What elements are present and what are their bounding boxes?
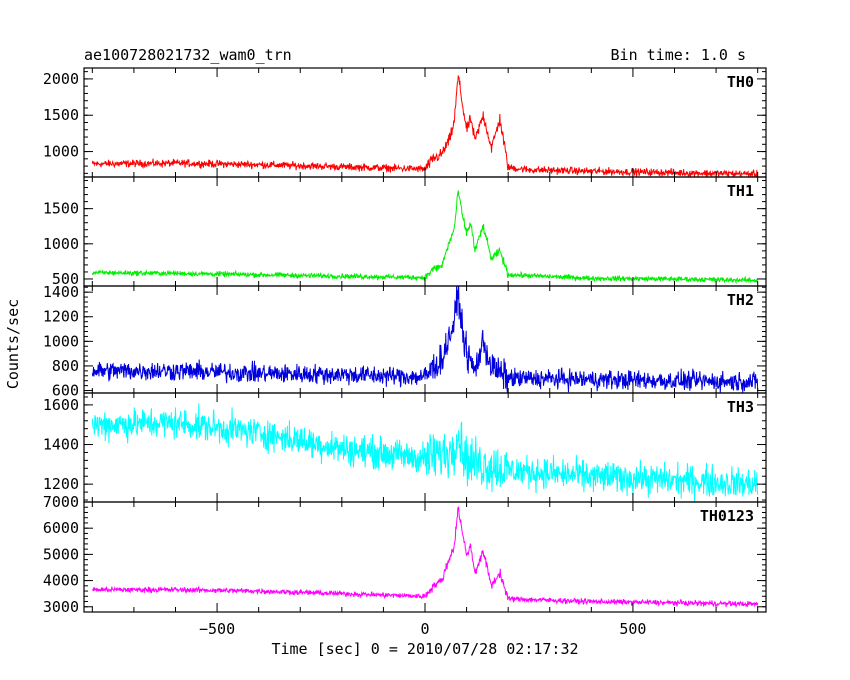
bin-time-label: Bin time: 1.0 s [611,46,746,64]
series-line-th3 [91,403,759,502]
panel-th2: TH2 600 800 1000 1200 1400 [43,283,767,400]
panel-th1: TH1 500 1000 1500 [43,176,767,288]
x-tick-label: −500 [199,620,235,638]
y-tick-label: 4000 [43,572,79,590]
chart-title: ae100728021732_wam0_trn [84,46,292,64]
y-tick-label: 5000 [43,545,79,563]
y-tick-label: 1500 [43,200,79,218]
panel-th0: TH0 1000 1500 2000 [43,67,767,178]
panel-label: TH0123 [700,507,754,525]
panels-group: TH0 1000 1500 2000 TH1 500 1000 1500 TH2 600 800 10… [43,67,767,638]
y-tick-label: 500 [52,270,79,288]
y-tick-label: 1400 [43,283,79,301]
y-tick-label: 1200 [43,475,79,493]
y-tick-label: 1200 [43,308,79,326]
series-line-th0123 [91,506,759,609]
series-line-th0 [91,75,759,178]
y-tick-label: 1600 [43,396,79,414]
panel-frame [83,392,767,503]
y-tick-label: 1500 [43,106,79,124]
panel-frame [83,176,767,287]
y-tick-label: 2000 [43,70,79,88]
panel-label: TH3 [727,398,754,416]
x-tick-label: 500 [619,620,646,638]
y-tick-label: 3000 [43,598,79,616]
y-tick-label: 6000 [43,519,79,537]
y-tick-label: 1400 [43,436,79,454]
y-tick-label: 7000 [43,493,79,511]
y-axis-title: Counts/sec [4,299,22,389]
series-line-th2 [91,286,759,393]
panel-label: TH0 [727,73,754,91]
y-tick-label: 800 [52,357,79,375]
series-line-th1 [91,190,759,285]
x-tick-label: 0 [420,620,429,638]
x-axis-title: Time [sec] 0 = 2010/07/28 02:17:32 [271,640,578,658]
y-tick-label: 600 [52,382,79,400]
y-tick-label: 1000 [43,143,79,161]
panel-th0123: TH0123 3000 4000 5000 6000 7000 [43,493,767,616]
panel-label: TH2 [727,291,754,309]
panel-label: TH1 [727,182,754,200]
panel-th3: TH3 1200 1400 1600 [43,392,767,503]
y-tick-label: 1000 [43,235,79,253]
panel-frame [83,501,767,613]
y-tick-label: 1000 [43,332,79,350]
